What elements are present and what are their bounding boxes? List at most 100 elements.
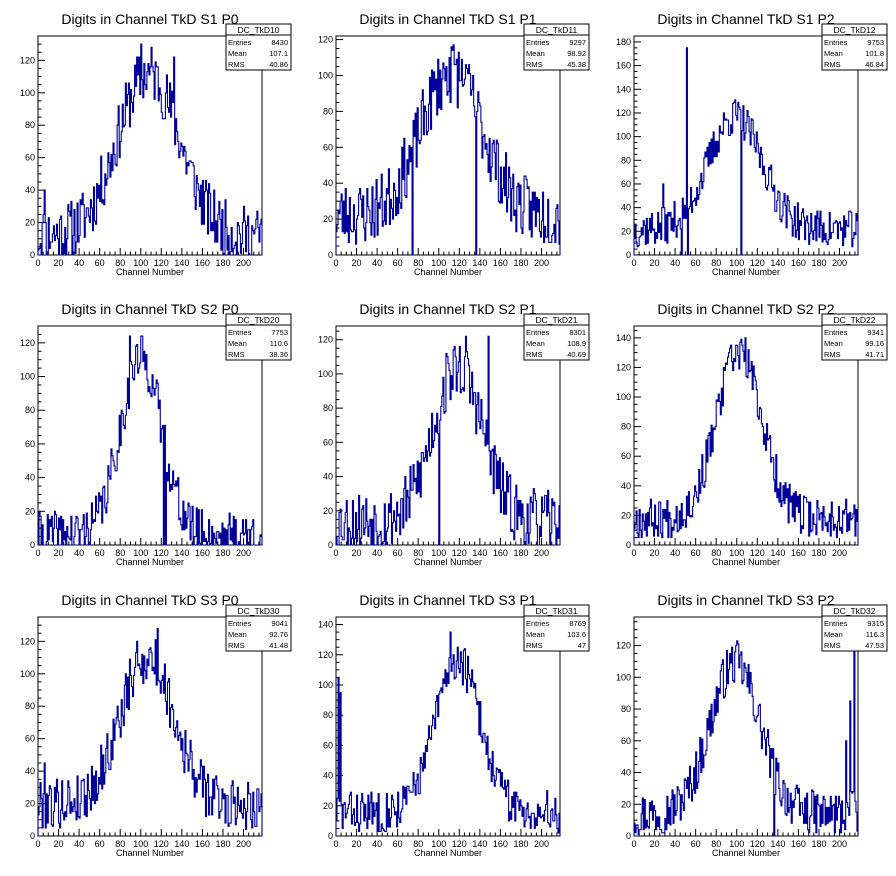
stats-mean-value: 116.3 <box>866 630 884 639</box>
histogram-title: Digits in Channel TkD S2 P0 <box>61 301 238 317</box>
histogram-svg: Digits in Channel TkD S3 P1 0 20 40 60 80 100 1… <box>318 592 590 858</box>
stats-mean-label: Mean <box>526 630 545 639</box>
stats-rms-label: RMS <box>228 60 245 69</box>
y-tick-label: 120 <box>20 338 35 348</box>
y-tick-label: 120 <box>616 362 631 372</box>
y-tick-label: 0 <box>30 540 35 550</box>
x-tick-label: 140 <box>174 258 189 268</box>
histogram-title: Digits in Channel TkD S3 P1 <box>359 592 536 608</box>
x-tick-label: 40 <box>670 548 680 558</box>
x-tick-label: 160 <box>493 258 508 268</box>
y-tick-label: 40 <box>25 473 35 483</box>
x-tick-label: 20 <box>352 258 362 268</box>
stats-box: DC_TkD32 Entries 9315 Mean 116.3 RMS 47.53 <box>821 604 888 652</box>
stats-entries-value: 8769 <box>569 619 586 628</box>
x-tick-label: 160 <box>195 258 210 268</box>
stats-mean-label: Mean <box>526 49 545 58</box>
y-tick-label: 0 <box>626 250 631 260</box>
y-tick-label: 0 <box>626 831 631 841</box>
y-tick-label: 40 <box>323 178 333 188</box>
y-tick-label: 100 <box>20 372 35 382</box>
plot-frame <box>633 616 859 837</box>
stats-box: DC_TkD21 Entries 8301 Mean 108.9 RMS 40.69 <box>523 313 590 361</box>
x-tick-label: 40 <box>372 548 382 558</box>
stats-mean-value: 110.6 <box>270 339 288 348</box>
y-tick-label: 80 <box>323 106 333 116</box>
histogram-title: Digits in Channel TkD S2 P1 <box>359 301 536 317</box>
x-tick-label: 200 <box>534 548 549 558</box>
y-tick-label: 0 <box>30 831 35 841</box>
x-tick-label: 40 <box>670 258 680 268</box>
y-tick-label: 160 <box>616 61 631 71</box>
stats-rms-value: 40.86 <box>269 60 288 69</box>
stats-box: DC_TkD20 Entries 7753 Mean 110.6 RMS 38.36 <box>225 313 292 361</box>
y-tick-label: 120 <box>20 636 35 646</box>
stats-mean-label: Mean <box>228 630 247 639</box>
x-tick-label: 0 <box>333 548 338 558</box>
stats-entries-value: 8430 <box>271 38 288 47</box>
y-tick-label: 20 <box>323 506 333 516</box>
x-tick-label: 0 <box>631 258 636 268</box>
histogram-series-line <box>633 637 859 837</box>
stats-name: DC_TkD10 <box>237 25 279 35</box>
y-tick-label: 0 <box>626 540 631 550</box>
x-tick-label: 40 <box>372 258 382 268</box>
stats-entries-label: Entries <box>526 619 550 628</box>
x-tick-label: 140 <box>472 839 487 849</box>
x-tick-label: 120 <box>452 258 467 268</box>
y-tick-label: 20 <box>621 226 631 236</box>
histogram-svg: Digits in Channel TkD S1 P2 0 20 40 60 80 100 1… <box>616 11 888 277</box>
histogram-svg: Digits in Channel TkD S2 P1 0 20 40 60 80 100 1… <box>318 301 590 567</box>
stats-name: DC_TkD31 <box>535 606 577 616</box>
stats-rms-value: 40.69 <box>567 350 586 359</box>
stats-entries-value: 8301 <box>569 328 586 337</box>
y-tick-label: 40 <box>621 203 631 213</box>
x-tick-label: 160 <box>791 258 806 268</box>
x-tick-label: 120 <box>154 548 169 558</box>
x-tick-label: 60 <box>95 839 105 849</box>
x-tick-label: 160 <box>791 548 806 558</box>
y-tick-label: 80 <box>25 120 35 130</box>
stats-rms-label: RMS <box>228 641 245 650</box>
x-tick-label: 180 <box>811 548 826 558</box>
stats-rms-label: RMS <box>824 641 841 650</box>
y-tick-label: 0 <box>328 831 333 841</box>
y-tick-label: 180 <box>616 37 631 47</box>
histogram-pad: Digits in Channel TkD S1 P1 0 20 40 60 80 100 1… <box>298 0 596 290</box>
x-tick-label: 140 <box>770 839 785 849</box>
y-tick-label: 0 <box>328 540 333 550</box>
x-tick-label: 20 <box>54 258 64 268</box>
y-tick-label: 140 <box>616 333 631 343</box>
y-tick-label: 80 <box>323 710 333 720</box>
stats-mean-label: Mean <box>526 339 545 348</box>
stats-name: DC_TkD32 <box>833 606 875 616</box>
y-tick-label: 40 <box>621 768 631 778</box>
x-axis-label: Channel Number <box>712 267 780 277</box>
histogram-pad: Digits in Channel TkD S3 P1 0 20 40 60 80 100 1… <box>298 581 596 871</box>
x-tick-label: 0 <box>631 839 636 849</box>
histogram-pad: Digits in Channel TkD S2 P0 0 20 40 60 80 100 1… <box>0 290 298 580</box>
stats-entries-value: 9341 <box>867 328 884 337</box>
x-tick-label: 0 <box>333 839 338 849</box>
x-tick-label: 60 <box>691 839 701 849</box>
x-tick-label: 100 <box>729 839 744 849</box>
x-tick-label: 200 <box>832 548 847 558</box>
stats-rms-value: 47.53 <box>865 641 884 650</box>
stats-entries-label: Entries <box>526 38 550 47</box>
x-tick-label: 0 <box>631 548 636 558</box>
x-tick-label: 20 <box>650 839 660 849</box>
y-tick-label: 0 <box>328 250 333 260</box>
y-tick-label: 80 <box>621 704 631 714</box>
y-tick-label: 60 <box>323 740 333 750</box>
y-tick-label: 60 <box>323 142 333 152</box>
stats-rms-label: RMS <box>824 60 841 69</box>
histogram-pad: Digits in Channel TkD S1 P2 0 20 40 60 80 100 1… <box>596 0 894 290</box>
stats-box: DC_TkD11 Entries 9297 Mean 98.92 RMS 45.38 <box>523 23 590 71</box>
histogram-svg: Digits in Channel TkD S3 P0 0 20 40 60 80 100 1… <box>20 592 292 858</box>
x-tick-label: 100 <box>431 839 446 849</box>
stats-entries-value: 7753 <box>271 328 288 337</box>
x-tick-label: 0 <box>35 839 40 849</box>
y-tick-label: 60 <box>621 736 631 746</box>
y-tick-label: 80 <box>621 422 631 432</box>
x-tick-label: 120 <box>452 839 467 849</box>
